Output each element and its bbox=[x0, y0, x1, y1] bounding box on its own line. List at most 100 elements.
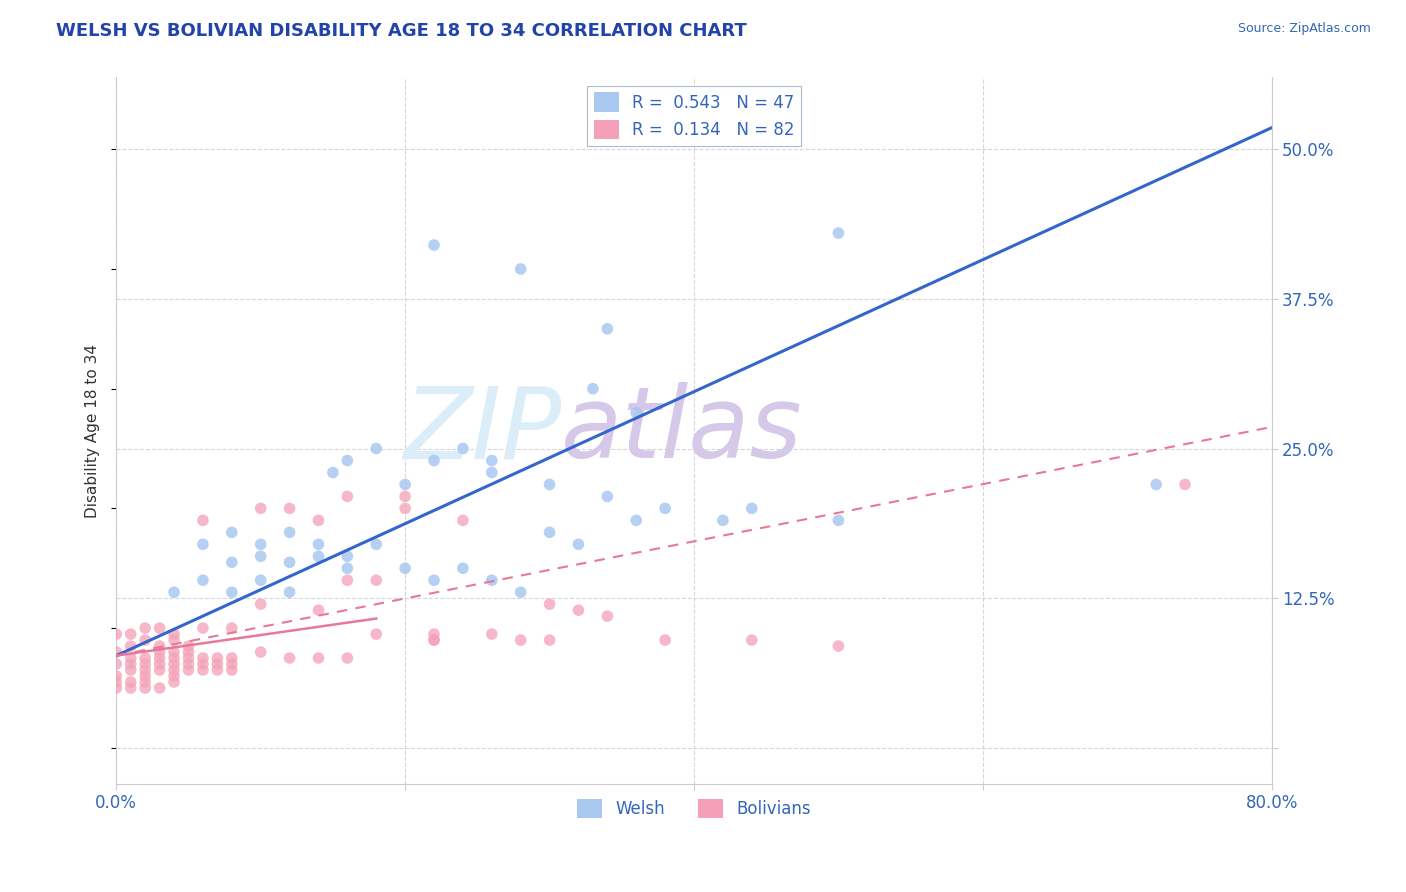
Point bbox=[336, 561, 359, 575]
Point bbox=[249, 549, 271, 564]
Point bbox=[249, 537, 271, 551]
Point bbox=[207, 651, 229, 665]
Point bbox=[105, 669, 128, 683]
Point bbox=[596, 609, 619, 624]
Text: Source: ZipAtlas.com: Source: ZipAtlas.com bbox=[1237, 22, 1371, 36]
Point bbox=[308, 603, 330, 617]
Point bbox=[366, 537, 388, 551]
Point bbox=[163, 585, 186, 599]
Point bbox=[538, 477, 561, 491]
Point bbox=[278, 501, 301, 516]
Point bbox=[221, 657, 243, 671]
Point bbox=[149, 663, 172, 677]
Point bbox=[163, 627, 186, 641]
Point bbox=[278, 525, 301, 540]
Point bbox=[163, 633, 186, 648]
Point bbox=[134, 675, 156, 690]
Point bbox=[451, 513, 474, 527]
Point bbox=[120, 651, 142, 665]
Point bbox=[163, 663, 186, 677]
Point bbox=[221, 621, 243, 635]
Point bbox=[134, 681, 156, 695]
Point bbox=[191, 537, 214, 551]
Point bbox=[336, 453, 359, 467]
Point bbox=[1174, 477, 1197, 491]
Point bbox=[120, 627, 142, 641]
Point bbox=[149, 645, 172, 659]
Point bbox=[221, 555, 243, 569]
Point bbox=[423, 633, 446, 648]
Point bbox=[827, 513, 849, 527]
Point bbox=[134, 633, 156, 648]
Point bbox=[163, 657, 186, 671]
Point bbox=[567, 537, 589, 551]
Point bbox=[149, 657, 172, 671]
Point bbox=[336, 651, 359, 665]
Point bbox=[278, 651, 301, 665]
Point bbox=[308, 651, 330, 665]
Point bbox=[149, 621, 172, 635]
Point bbox=[1144, 477, 1167, 491]
Point bbox=[366, 442, 388, 456]
Point bbox=[105, 681, 128, 695]
Point bbox=[741, 501, 763, 516]
Point bbox=[394, 501, 416, 516]
Point bbox=[105, 675, 128, 690]
Point bbox=[582, 382, 605, 396]
Point bbox=[336, 573, 359, 587]
Point bbox=[336, 490, 359, 504]
Point bbox=[249, 597, 271, 611]
Point bbox=[221, 585, 243, 599]
Y-axis label: Disability Age 18 to 34: Disability Age 18 to 34 bbox=[86, 343, 100, 517]
Point bbox=[394, 490, 416, 504]
Point bbox=[596, 322, 619, 336]
Point bbox=[394, 561, 416, 575]
Point bbox=[191, 513, 214, 527]
Point bbox=[509, 633, 531, 648]
Point bbox=[163, 651, 186, 665]
Point bbox=[538, 597, 561, 611]
Point bbox=[177, 645, 200, 659]
Point bbox=[626, 406, 648, 420]
Point bbox=[654, 501, 676, 516]
Point bbox=[191, 657, 214, 671]
Point bbox=[481, 453, 503, 467]
Point bbox=[149, 639, 172, 653]
Point bbox=[191, 651, 214, 665]
Point bbox=[120, 675, 142, 690]
Point bbox=[105, 645, 128, 659]
Point bbox=[366, 573, 388, 587]
Point bbox=[538, 633, 561, 648]
Point bbox=[134, 621, 156, 635]
Point bbox=[120, 663, 142, 677]
Point bbox=[163, 645, 186, 659]
Point bbox=[278, 585, 301, 599]
Point bbox=[308, 513, 330, 527]
Point bbox=[308, 537, 330, 551]
Point bbox=[423, 633, 446, 648]
Point bbox=[120, 657, 142, 671]
Point bbox=[711, 513, 734, 527]
Point bbox=[105, 657, 128, 671]
Point bbox=[366, 627, 388, 641]
Point bbox=[596, 490, 619, 504]
Point bbox=[451, 561, 474, 575]
Text: atlas: atlas bbox=[561, 382, 803, 479]
Point bbox=[221, 525, 243, 540]
Point bbox=[394, 477, 416, 491]
Point bbox=[177, 651, 200, 665]
Point bbox=[177, 663, 200, 677]
Point bbox=[207, 663, 229, 677]
Point bbox=[654, 633, 676, 648]
Point bbox=[120, 639, 142, 653]
Point bbox=[191, 621, 214, 635]
Point bbox=[249, 573, 271, 587]
Point bbox=[509, 262, 531, 277]
Point bbox=[538, 525, 561, 540]
Text: ZIP: ZIP bbox=[404, 382, 561, 479]
Point bbox=[481, 466, 503, 480]
Point bbox=[423, 453, 446, 467]
Point bbox=[308, 549, 330, 564]
Point bbox=[207, 657, 229, 671]
Point bbox=[827, 226, 849, 240]
